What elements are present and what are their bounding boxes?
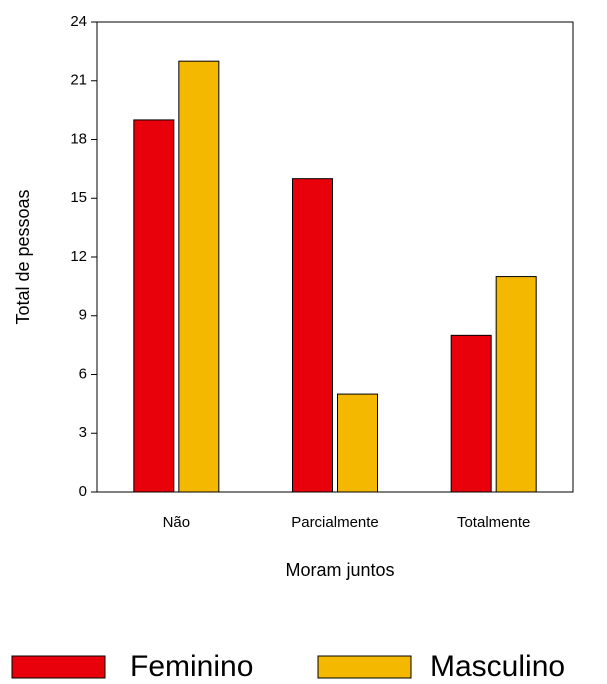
y-tick-label: 18 (70, 130, 87, 147)
y-axis-label: Total de pessoas (13, 189, 33, 324)
y-tick-label: 9 (79, 307, 87, 324)
bar (133, 119, 175, 493)
bar (450, 334, 492, 493)
y-tick-label: 21 (70, 72, 87, 89)
x-tick-label: Não (163, 514, 191, 531)
bar (178, 60, 220, 493)
bar (337, 393, 378, 493)
y-tick-label: 12 (70, 248, 87, 265)
y-tick-label: 24 (70, 13, 87, 30)
y-tick-label: 15 (70, 189, 87, 206)
legend-swatch (11, 655, 106, 679)
bar (292, 178, 333, 493)
x-tick-label: Totalmente (457, 514, 530, 531)
legend-swatch (317, 655, 412, 679)
x-axis-label: Moram juntos (285, 560, 394, 580)
y-tick-label: 6 (79, 365, 87, 382)
legend-label: Feminino (130, 650, 253, 683)
bar (495, 276, 537, 493)
y-tick-label: 3 (79, 424, 87, 441)
legend-label: Masculino (430, 650, 565, 683)
x-tick-label: Parcialmente (291, 514, 379, 531)
y-tick-label: 0 (79, 483, 87, 500)
